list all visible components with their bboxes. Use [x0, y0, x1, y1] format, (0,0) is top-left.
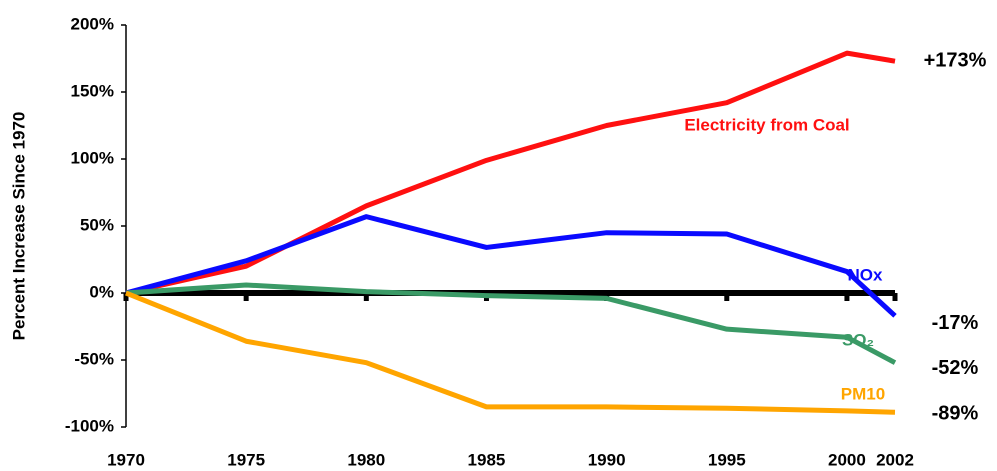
- y-tick-label: -50%: [74, 349, 114, 368]
- end-label: -89%: [932, 403, 979, 425]
- y-tick-label: 100%: [71, 148, 114, 167]
- end-label: +173%: [924, 49, 987, 71]
- x-tick-label: 1990: [588, 450, 626, 469]
- series-label: SO₂: [842, 330, 874, 349]
- y-tick-label: -100%: [65, 416, 114, 435]
- x-tick-label: 1985: [468, 450, 506, 469]
- series-label: Electricity from Coal: [684, 115, 849, 134]
- x-tick-label: 2002: [876, 450, 914, 469]
- end-label: -17%: [932, 312, 979, 334]
- y-tick-label: 150%: [71, 81, 114, 100]
- x-tick-label: 1980: [347, 450, 385, 469]
- series-line: [125, 214, 897, 318]
- series-line: [125, 50, 896, 296]
- series-line: [125, 282, 897, 365]
- series-line: [125, 290, 896, 415]
- y-axis-title: Percent Increase Since 1970: [9, 112, 28, 341]
- x-tick-label: 2000: [828, 450, 866, 469]
- x-tick-label: 1975: [227, 450, 265, 469]
- x-tick-label: 1995: [708, 450, 746, 469]
- x-tick-label: 1970: [107, 450, 145, 469]
- series-label: PM10: [841, 384, 885, 403]
- series-label: NOx: [848, 265, 884, 284]
- end-label: -52%: [932, 357, 979, 379]
- y-tick-label: 200%: [71, 14, 114, 33]
- y-tick-label: 50%: [80, 215, 114, 234]
- y-tick-label: 0%: [89, 282, 114, 301]
